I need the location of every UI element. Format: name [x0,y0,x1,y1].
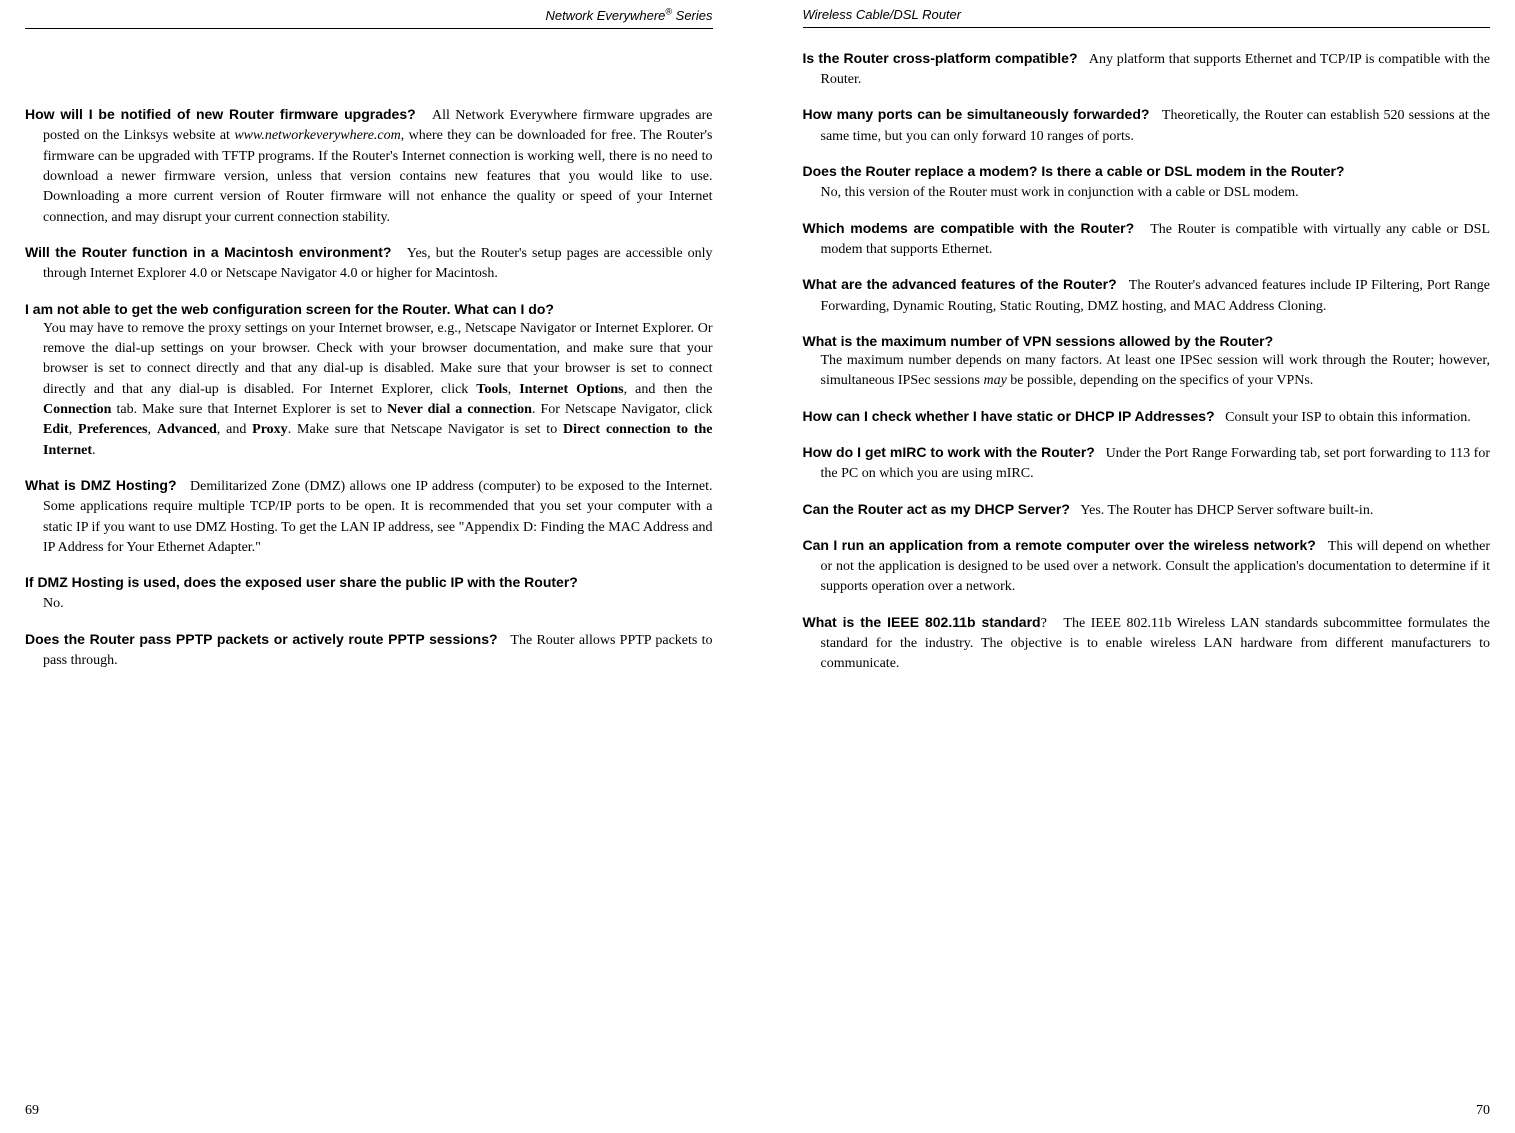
left-header: Network Everywhere® Series [25,0,713,29]
faq-question: Does the Router replace a modem? Is ther… [803,163,1345,179]
left-content: How will I be notified of new Router fir… [25,49,713,1091]
faq-item: What is DMZ Hosting? Demilitarized Zone … [25,475,713,558]
faq-answer: Consult your ISP to obtain this informat… [1218,410,1471,425]
faq-question: How will I be notified of new Router fir… [25,106,416,122]
faq-item: How will I be notified of new Router fir… [25,104,713,228]
faq-item: What is the IEEE 802.11b standard? The I… [803,612,1491,675]
faq-answer: No, this version of the Router must work… [803,183,1491,203]
faq-item: Is the Router cross-platform compatible?… [803,48,1491,91]
faq-question: Is the Router cross-platform compatible? [803,50,1078,66]
left-page: Network Everywhere® Series How will I be… [0,0,758,1133]
faq-question: Will the Router function in a Macintosh … [25,244,391,260]
faq-item: How do I get mIRC to work with the Route… [803,442,1491,485]
right-content: Is the Router cross-platform compatible?… [803,48,1491,1091]
faq-question: I am not able to get the web configurati… [25,299,713,319]
faq-answer: Yes. The Router has DHCP Server software… [1073,503,1373,518]
faq-answer: All Network Everywhere firmware upgrades… [43,108,713,224]
faq-question: How many ports can be simultaneously for… [803,106,1150,122]
faq-answer: The maximum number depends on many facto… [803,351,1491,392]
faq-item: Does the Router pass PPTP packets or act… [25,629,713,672]
faq-item: Can the Router act as my DHCP Server? Ye… [803,499,1491,521]
faq-question: What is the maximum number of VPN sessio… [803,331,1491,351]
faq-item: What are the advanced features of the Ro… [803,274,1491,317]
faq-question: How can I check whether I have static or… [803,408,1215,424]
faq-item: How many ports can be simultaneously for… [803,104,1491,147]
faq-question: Can the Router act as my DHCP Server? [803,501,1070,517]
page-spread: Network Everywhere® Series How will I be… [0,0,1515,1133]
faq-question: What are the advanced features of the Ro… [803,276,1117,292]
faq-question: What is the IEEE 802.11b standard [803,614,1041,630]
faq-question: Does the Router pass PPTP packets or act… [25,631,498,647]
faq-item: Can I run an application from a remote c… [803,535,1491,598]
faq-item: Does the Router replace a modem? Is ther… [803,161,1491,204]
faq-question: Which modems are compatible with the Rou… [803,220,1135,236]
faq-question: How do I get mIRC to work with the Route… [803,444,1095,460]
right-page: Wireless Cable/DSL Router Is the Router … [758,0,1515,1133]
faq-item: I am not able to get the web configurati… [25,299,713,461]
faq-item: If DMZ Hosting is used, does the exposed… [25,572,713,615]
right-page-number: 70 [803,1091,1491,1133]
faq-item: What is the maximum number of VPN sessio… [803,331,1491,392]
faq-item: Which modems are compatible with the Rou… [803,218,1491,261]
right-header: Wireless Cable/DSL Router [803,0,1491,28]
faq-item: Will the Router function in a Macintosh … [25,242,713,285]
left-page-number: 69 [25,1091,713,1133]
header-text: Network Everywhere® Series [545,8,712,23]
faq-answer: No. [25,594,713,614]
faq-item: How can I check whether I have static or… [803,406,1491,428]
faq-question: Can I run an application from a remote c… [803,537,1316,553]
faq-question: If DMZ Hosting is used, does the exposed… [25,574,578,590]
faq-answer: You may have to remove the proxy setting… [25,319,713,461]
faq-question: What is DMZ Hosting? [25,477,177,493]
